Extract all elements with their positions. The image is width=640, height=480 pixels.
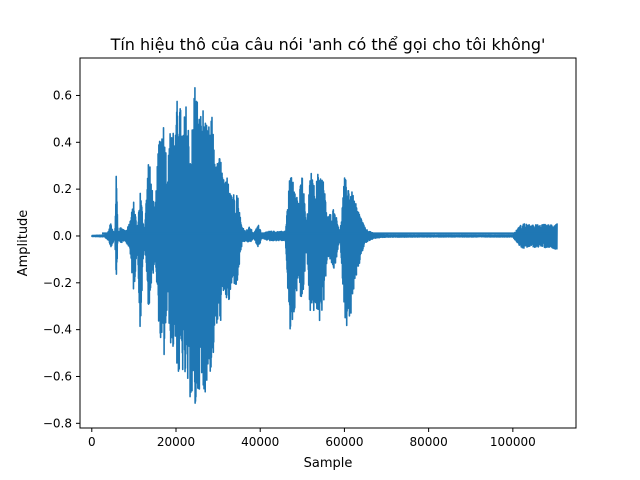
signal-series (91, 86, 558, 404)
y-tick-label: −0.4 (43, 323, 72, 337)
y-axis-label: Amplitude (16, 210, 31, 277)
y-tick-label: 0.6 (53, 88, 72, 102)
x-tick-label: 80000 (410, 435, 448, 449)
y-tick-label: −0.8 (43, 416, 72, 430)
chart-title: Tín hiệu thô của câu nói 'anh có thể gọi… (110, 35, 546, 54)
x-axis-label: Sample (304, 456, 353, 471)
x-tick-label: 60000 (325, 435, 363, 449)
y-tick-label: −0.6 (43, 369, 72, 383)
x-tick-label: 40000 (241, 435, 279, 449)
axes-frame (79, 57, 577, 429)
y-tick-label: 0.4 (53, 135, 72, 149)
y-tick-label: −0.2 (43, 276, 72, 290)
plot-area (91, 86, 558, 404)
y-tick-label: 0.2 (53, 182, 72, 196)
y-axis: −0.8 −0.6 −0.4 −0.2 0.0 0.2 0.4 0.6 (43, 88, 80, 430)
signal-line (91, 86, 558, 404)
x-tick-label: 100000 (490, 435, 536, 449)
x-tick-label: 0 (88, 435, 96, 449)
x-axis: 0 20000 40000 60000 80000 100000 (88, 428, 536, 449)
y-tick-label: 0.0 (53, 229, 72, 243)
x-tick-label: 20000 (157, 435, 195, 449)
